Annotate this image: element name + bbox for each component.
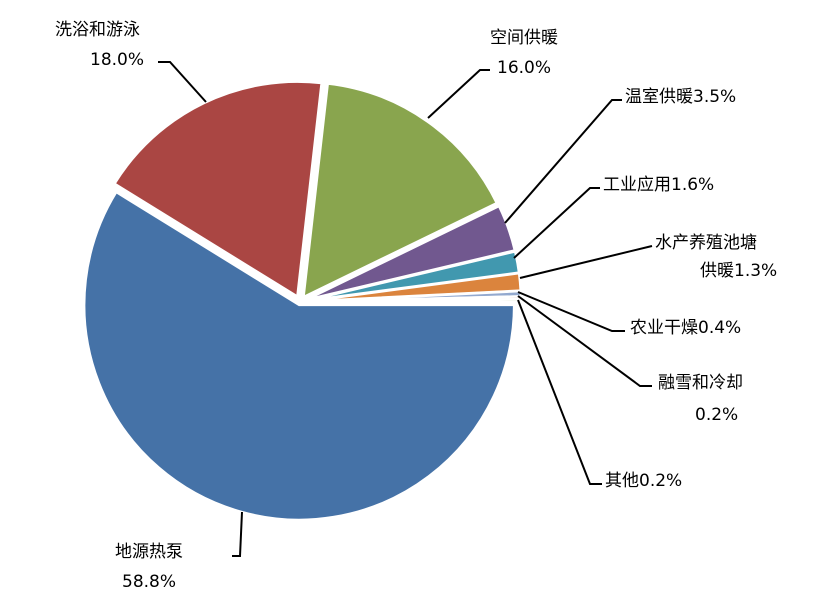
leader-line xyxy=(513,187,600,259)
label-ground-source-value: 58.8% xyxy=(122,572,177,592)
leader-line xyxy=(519,245,653,279)
leader-line xyxy=(427,69,490,119)
label-space-heating-name: 空间供暖 xyxy=(490,28,558,48)
pie-slice xyxy=(112,80,324,299)
label-aquaculture-name: 水产养殖池塘 xyxy=(655,233,757,253)
label-drying: 农业干燥0.4% xyxy=(630,318,742,338)
label-snowmelt-name: 融雪和冷却 xyxy=(658,373,743,393)
label-other: 其他0.2% xyxy=(605,471,683,491)
label-aquaculture-value: 供暖1.3% xyxy=(700,261,778,281)
label-space-heating-value: 16.0% xyxy=(497,58,552,78)
label-bath-value: 18.0% xyxy=(90,50,145,70)
leader-line xyxy=(517,295,652,387)
pie-slice xyxy=(301,82,499,300)
label-snowmelt-value: 0.2% xyxy=(695,405,739,425)
leader-line xyxy=(504,99,622,224)
leader-line xyxy=(517,291,625,332)
label-industrial: 工业应用1.6% xyxy=(603,175,715,195)
leader-line xyxy=(158,61,207,103)
pie-slice xyxy=(82,190,516,522)
label-bath-name: 洗浴和游泳 xyxy=(55,20,140,40)
label-ground-source-name: 地源热泵 xyxy=(115,542,183,562)
leader-line xyxy=(517,299,602,485)
label-greenhouse: 温室供暖3.5% xyxy=(625,87,737,107)
leader-line xyxy=(232,511,243,557)
